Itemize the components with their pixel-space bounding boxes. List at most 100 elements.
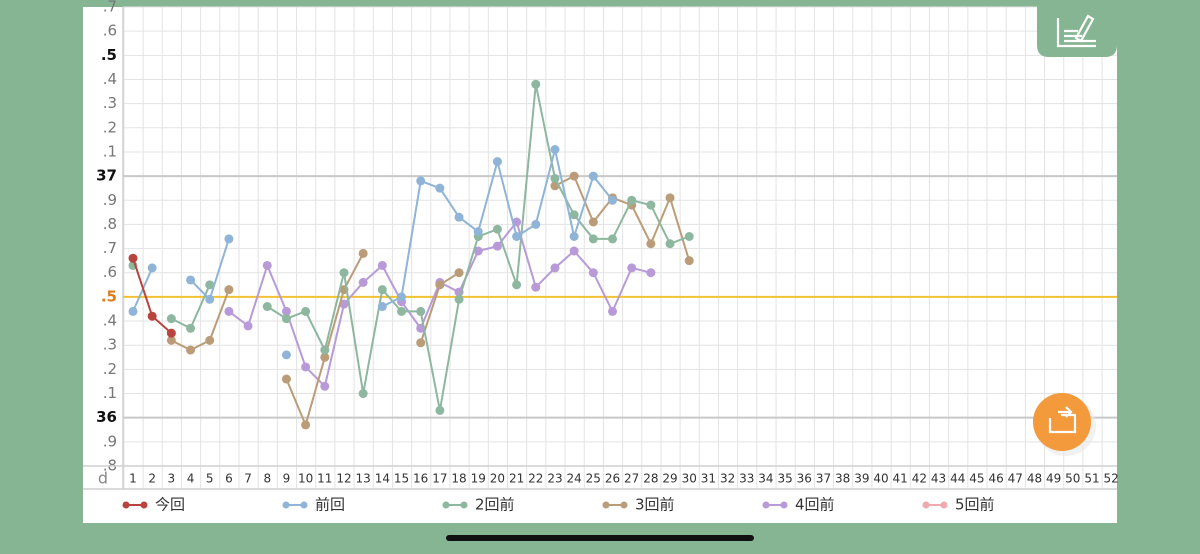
x-tick-label: 49 xyxy=(1046,472,1061,486)
x-tick-label: 20 xyxy=(490,472,505,486)
data-point xyxy=(550,174,560,184)
legend-dot xyxy=(122,501,130,509)
data-point xyxy=(166,328,176,338)
data-point xyxy=(377,302,387,312)
data-point xyxy=(646,200,656,210)
data-point xyxy=(435,183,445,193)
data-point xyxy=(358,248,368,258)
data-point xyxy=(531,282,541,292)
x-tick-label: 42 xyxy=(912,472,927,486)
x-tick-label: 9 xyxy=(283,472,291,486)
x-tick-label: 41 xyxy=(893,472,908,486)
y-tick-label: .5 xyxy=(101,287,117,305)
data-point xyxy=(569,232,579,241)
data-point xyxy=(492,241,502,251)
y-tick-label: .4 xyxy=(103,70,117,88)
data-point xyxy=(588,217,598,227)
data-point xyxy=(416,176,426,186)
x-tick-label: 47 xyxy=(1008,472,1023,486)
data-point xyxy=(531,79,541,89)
data-point xyxy=(569,171,579,181)
data-point xyxy=(301,306,311,316)
x-tick-label: 5 xyxy=(206,472,214,486)
x-tick-label: 46 xyxy=(988,472,1003,486)
data-point xyxy=(128,253,138,263)
data-point xyxy=(550,145,560,155)
data-point xyxy=(301,362,311,372)
y-tick-label: .7 xyxy=(103,0,117,16)
legend-dot xyxy=(282,501,290,509)
y-tick-label: 37 xyxy=(96,167,117,185)
data-point xyxy=(512,232,522,241)
x-tick-label: 3 xyxy=(168,472,176,486)
data-point xyxy=(608,195,617,205)
data-point xyxy=(224,285,234,295)
data-point xyxy=(397,306,407,316)
home-indicator xyxy=(446,535,754,541)
data-point xyxy=(588,268,598,278)
edit-icon[interactable] xyxy=(1056,14,1096,48)
share-button-bg[interactable] xyxy=(1033,393,1091,451)
x-tick-label: 52 xyxy=(1104,472,1119,486)
x-tick-label: 13 xyxy=(356,472,371,486)
share-icon[interactable] xyxy=(1048,406,1077,434)
data-point xyxy=(224,306,234,316)
legend-dot xyxy=(300,501,308,509)
legend-label: 5回前 xyxy=(955,496,995,514)
data-point xyxy=(147,263,157,273)
x-tick-label: 36 xyxy=(797,472,812,486)
data-point xyxy=(224,234,234,244)
data-point xyxy=(684,232,694,241)
legend-dot xyxy=(940,501,948,509)
legend-dot xyxy=(780,501,788,509)
x-tick-label: 38 xyxy=(835,472,850,486)
x-tick-label: 40 xyxy=(873,472,888,486)
legend-dot xyxy=(140,501,148,509)
data-point xyxy=(492,157,502,167)
x-axis-label: d xyxy=(98,469,108,488)
data-point xyxy=(166,335,176,345)
x-tick-label: 44 xyxy=(950,472,965,486)
y-tick-label: .4 xyxy=(103,312,117,330)
data-point xyxy=(435,405,445,415)
data-point xyxy=(281,374,291,384)
x-tick-label: 31 xyxy=(701,472,716,486)
data-point xyxy=(608,306,617,316)
data-point xyxy=(569,246,579,256)
panel xyxy=(83,7,1117,523)
x-tick-label: 14 xyxy=(375,472,390,486)
x-tick-label: 7 xyxy=(244,472,252,486)
x-tick-label: 50 xyxy=(1065,472,1080,486)
data-point xyxy=(243,321,253,331)
data-point xyxy=(320,381,330,391)
data-point xyxy=(473,246,483,256)
data-point xyxy=(205,280,215,290)
data-point xyxy=(454,268,464,278)
legend-label: 2回前 xyxy=(475,496,515,514)
x-tick-label: 37 xyxy=(816,472,831,486)
legend-dot xyxy=(602,501,610,509)
legend-label: 3回前 xyxy=(635,496,675,514)
share-button[interactable] xyxy=(1033,393,1096,456)
data-point xyxy=(262,260,272,270)
data-point xyxy=(665,193,675,203)
x-tick-label: 29 xyxy=(662,472,677,486)
legend-label: 4回前 xyxy=(795,496,835,514)
data-point xyxy=(186,345,196,355)
data-point xyxy=(281,314,291,324)
y-tick-label: .1 xyxy=(103,384,117,402)
x-tick-label: 19 xyxy=(471,472,486,486)
y-tick-label: .3 xyxy=(103,94,117,112)
edit-button[interactable] xyxy=(1037,0,1117,57)
y-tick-label: .8 xyxy=(103,215,117,233)
edit-button-bg[interactable] xyxy=(1037,0,1117,57)
data-point xyxy=(454,294,464,304)
data-point xyxy=(281,350,291,360)
x-tick-label: 1 xyxy=(129,472,137,486)
data-point xyxy=(416,338,426,348)
data-point xyxy=(166,314,176,324)
data-point xyxy=(262,302,272,312)
data-point xyxy=(320,352,330,362)
